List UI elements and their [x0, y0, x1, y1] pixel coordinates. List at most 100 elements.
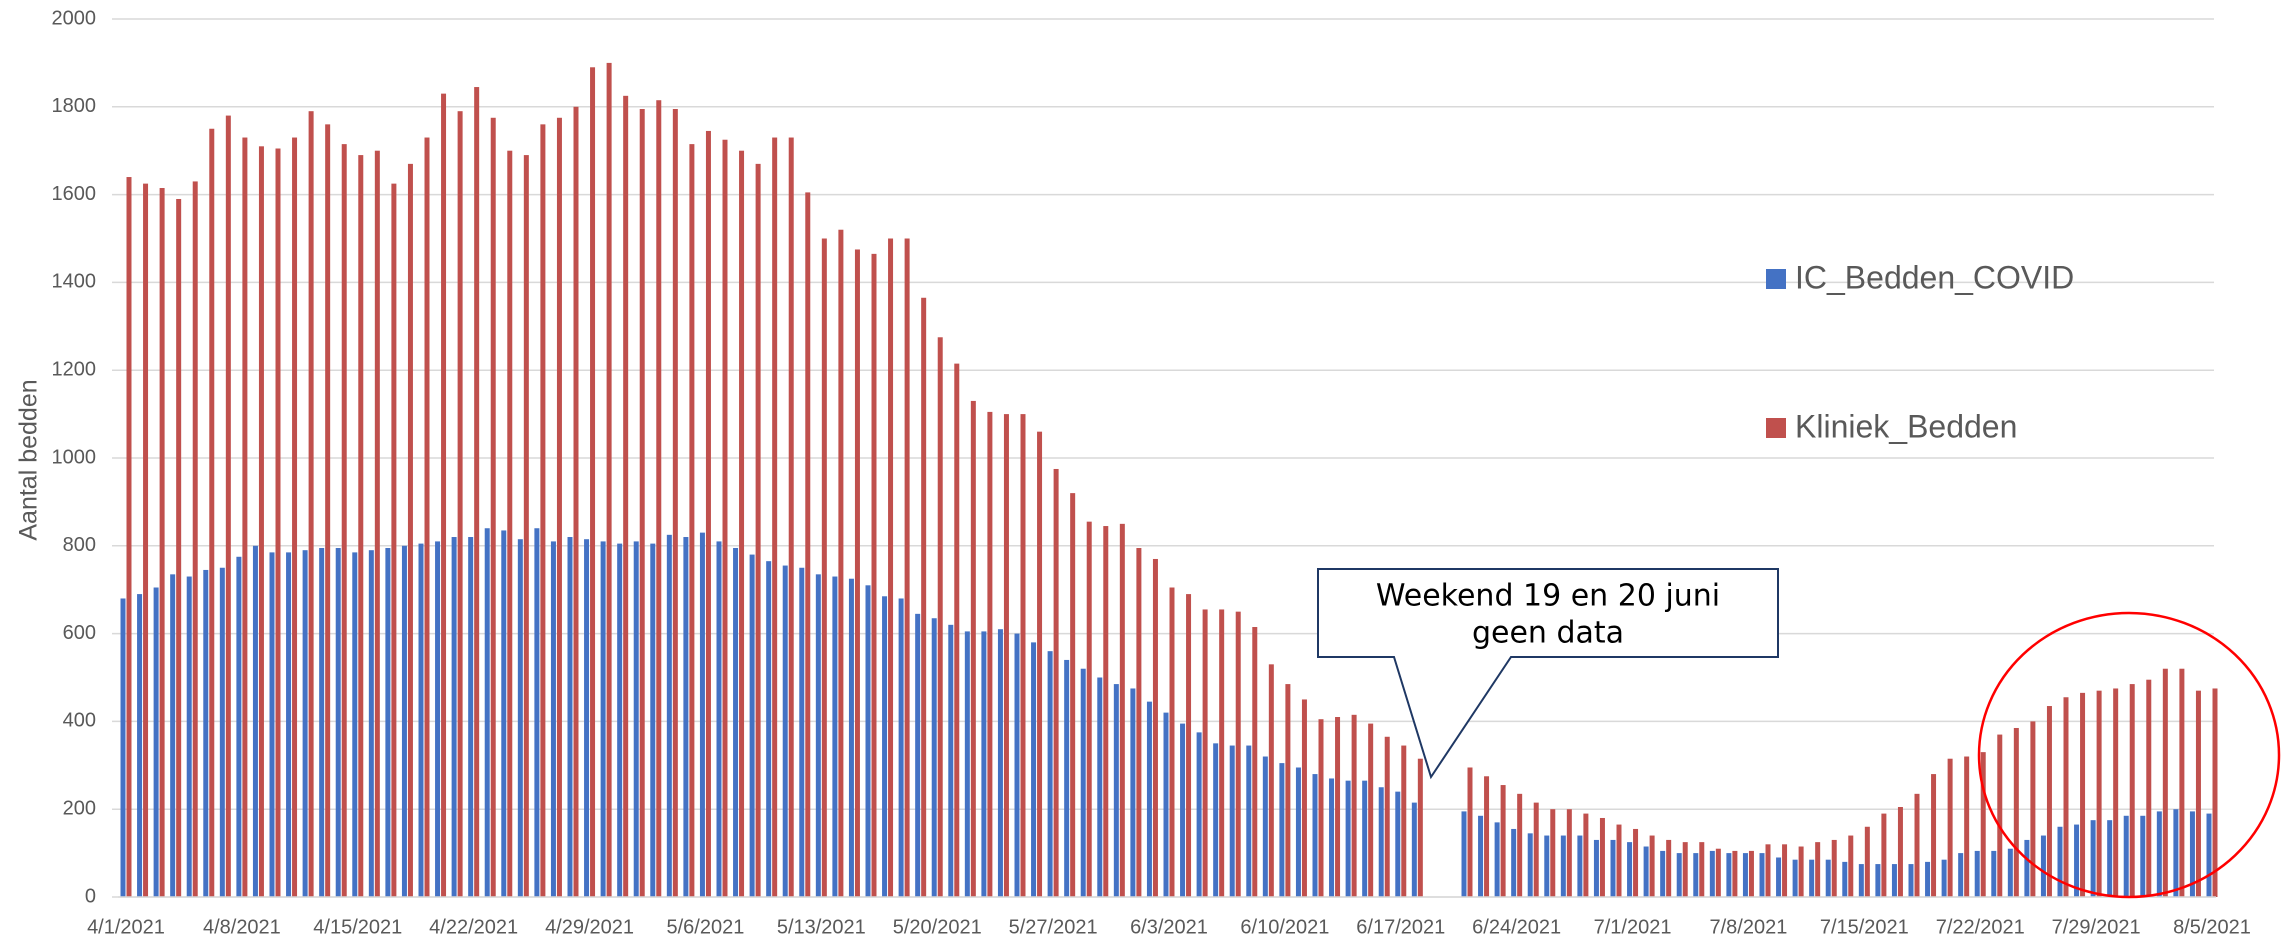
y-tick-label: 200	[63, 797, 96, 819]
bar	[1732, 850, 1738, 897]
bar	[639, 108, 645, 898]
bar	[1080, 668, 1086, 897]
bar	[931, 618, 937, 897]
bar	[1583, 813, 1589, 897]
bar	[2179, 668, 2185, 897]
x-tick-label: 7/8/2021	[1710, 916, 1788, 938]
bar	[126, 177, 132, 898]
bar	[1599, 817, 1605, 897]
bar	[143, 183, 149, 897]
bar	[1593, 839, 1599, 897]
bar	[1875, 864, 1881, 897]
bar	[1279, 763, 1285, 897]
bar	[418, 543, 424, 897]
bar	[997, 629, 1003, 897]
bar	[192, 181, 198, 897]
bar	[275, 148, 281, 897]
bar	[1682, 842, 1688, 897]
bar	[2024, 839, 2030, 897]
bar	[1246, 745, 1252, 897]
bar	[915, 613, 921, 897]
legend-label: Kliniek_Bedden	[1795, 408, 2017, 444]
legend-swatch	[1766, 269, 1786, 289]
bar	[517, 539, 523, 897]
bar	[898, 598, 904, 897]
bar	[435, 541, 441, 897]
bar	[286, 552, 292, 897]
bar	[2206, 813, 2212, 897]
annotation-callout	[1317, 568, 1779, 780]
bar	[1229, 745, 1235, 897]
bar	[407, 163, 413, 897]
bar	[1467, 767, 1473, 897]
bar	[1527, 833, 1533, 897]
bar	[1401, 745, 1407, 897]
bar	[1633, 828, 1639, 897]
bar	[666, 534, 672, 897]
x-tick-label: 4/15/2021	[313, 916, 402, 938]
bar	[1517, 793, 1523, 897]
bar	[937, 337, 943, 897]
bar	[269, 552, 275, 897]
bar	[1550, 809, 1556, 897]
bar	[2123, 815, 2129, 897]
bar	[368, 550, 374, 897]
bar	[584, 539, 590, 897]
bar	[186, 576, 192, 897]
bar	[507, 150, 513, 897]
bar	[2030, 721, 2036, 897]
bar	[2146, 679, 2152, 897]
bar	[1136, 547, 1142, 897]
bar	[606, 62, 612, 897]
bar	[2013, 727, 2019, 897]
bar	[1825, 859, 1831, 897]
bar	[815, 574, 821, 897]
bar	[1351, 714, 1357, 897]
bar	[805, 192, 811, 897]
bar	[848, 578, 854, 897]
y-tick-label: 400	[63, 710, 96, 732]
bar	[2162, 668, 2168, 897]
bar	[1699, 842, 1705, 897]
bar	[1765, 844, 1771, 897]
bar	[468, 537, 474, 897]
bar	[424, 137, 430, 897]
bar	[1064, 659, 1070, 897]
bar	[335, 547, 341, 897]
bar	[1809, 859, 1815, 897]
x-tick-label: 4/1/2021	[87, 916, 165, 938]
bar	[600, 541, 606, 897]
bar	[1643, 846, 1649, 897]
bar	[401, 545, 407, 897]
bar	[964, 631, 970, 897]
bar	[2140, 815, 2146, 897]
bar	[766, 561, 772, 897]
bar	[1500, 785, 1506, 897]
bar	[1908, 864, 1914, 897]
bar	[1047, 651, 1053, 897]
bar	[1119, 523, 1125, 897]
bar	[1742, 853, 1748, 897]
annotation-text: geen data	[1472, 616, 1624, 651]
bar	[1202, 609, 1208, 897]
bar	[1676, 853, 1682, 897]
y-tick-label: 600	[63, 622, 96, 644]
bar	[1086, 521, 1092, 897]
bar	[1020, 414, 1026, 897]
bar	[782, 565, 788, 897]
bar	[650, 543, 656, 897]
bar	[341, 144, 347, 898]
bar	[159, 188, 165, 897]
bar	[1478, 815, 1484, 897]
bar	[832, 576, 838, 897]
bar	[733, 547, 739, 897]
y-tick-label: 1000	[52, 446, 97, 468]
bar	[203, 569, 209, 897]
bar	[2096, 690, 2102, 897]
bar	[1235, 611, 1241, 897]
bar	[1285, 684, 1291, 897]
bar	[1262, 756, 1268, 897]
bar	[1693, 853, 1699, 897]
bar	[1152, 558, 1158, 897]
bar	[904, 238, 910, 897]
